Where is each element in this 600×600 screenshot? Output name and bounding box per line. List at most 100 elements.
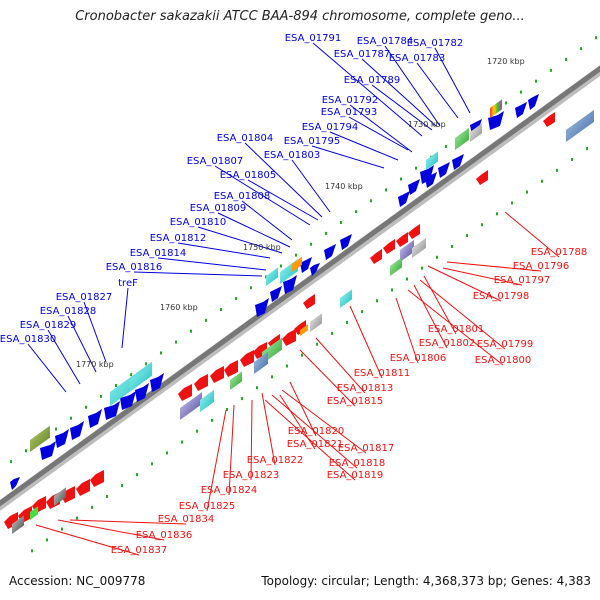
- gene-block[interactable]: [254, 351, 268, 374]
- gene-arrow[interactable]: [370, 249, 382, 264]
- gene-block[interactable]: [400, 239, 414, 262]
- gene-arrow[interactable]: [270, 286, 282, 302]
- gene-block[interactable]: [566, 109, 594, 142]
- gene-label-esa-01816[interactable]: ESA_01816: [106, 262, 163, 273]
- gene-label-esa-01812[interactable]: ESA_01812: [150, 233, 207, 244]
- gene-block[interactable]: [200, 389, 214, 412]
- gene-arrow[interactable]: [324, 244, 336, 260]
- gene-block[interactable]: [412, 237, 426, 258]
- gene-arrow[interactable]: [528, 94, 539, 110]
- gene-arrow[interactable]: [303, 294, 315, 309]
- gene-label-esa-01829[interactable]: ESA_01829: [20, 320, 77, 331]
- gene-block[interactable]: [426, 151, 438, 170]
- gene-arrow[interactable]: [438, 162, 450, 178]
- gene-arrow[interactable]: [194, 374, 208, 391]
- gene-block[interactable]: [310, 313, 322, 332]
- gene-label-esa-01784[interactable]: ESA_01784: [357, 36, 414, 47]
- gene-label-esa-01801[interactable]: ESA_01801: [428, 324, 485, 335]
- gene-label-esa-01799[interactable]: ESA_01799: [477, 339, 534, 350]
- gene-block[interactable]: [12, 515, 24, 534]
- gene-label-esa-01793[interactable]: ESA_01793: [321, 107, 378, 118]
- gene-label-esa-01836[interactable]: ESA_01836: [136, 530, 193, 541]
- gene-label-esa-01824[interactable]: ESA_01824: [201, 485, 258, 496]
- gene-arrow[interactable]: [383, 239, 395, 254]
- gene-label-esa-01810[interactable]: ESA_01810: [170, 217, 227, 228]
- gene-label-esa-01787[interactable]: ESA_01787: [334, 49, 391, 60]
- gene-label-esa-01806[interactable]: ESA_01806: [390, 353, 447, 364]
- gene-arrow[interactable]: [452, 154, 464, 170]
- gene-label-esa-01820[interactable]: ESA_01820: [288, 426, 345, 437]
- gene-label-esa-01827[interactable]: ESA_01827: [56, 292, 113, 303]
- gene-label-esa-01803[interactable]: ESA_01803: [264, 150, 321, 161]
- gene-label-esa-01794[interactable]: ESA_01794: [302, 122, 359, 133]
- gene-arrow[interactable]: [408, 179, 420, 195]
- gene-arrow[interactable]: [300, 257, 312, 273]
- gene-block[interactable]: [455, 127, 469, 150]
- gene-block[interactable]: [30, 506, 38, 520]
- gene-arrow[interactable]: [178, 384, 192, 401]
- gene-label-esa-01813[interactable]: ESA_01813: [337, 383, 394, 394]
- gene-label-esa-01834[interactable]: ESA_01834: [158, 514, 215, 525]
- gene-arrow[interactable]: [55, 429, 69, 448]
- gene-block[interactable]: [230, 371, 242, 390]
- gene-block[interactable]: [292, 256, 302, 272]
- gene-label-esa-01796[interactable]: ESA_01796: [513, 261, 570, 272]
- gene-label-esa-01830[interactable]: ESA_01830: [0, 334, 56, 345]
- gene-label-esa-01788[interactable]: ESA_01788: [531, 247, 588, 258]
- gene-label-esa-01821[interactable]: ESA_01821: [287, 439, 344, 450]
- gene-label-esa-01800[interactable]: ESA_01800: [475, 355, 532, 366]
- gene-arrow[interactable]: [240, 350, 254, 367]
- gene-arrow[interactable]: [420, 165, 434, 184]
- gene-label-esa-01808[interactable]: ESA_01808: [214, 191, 271, 202]
- gene-label-esa-01822[interactable]: ESA_01822: [247, 455, 304, 466]
- gene-label-esa-01789[interactable]: ESA_01789: [344, 75, 401, 86]
- gene-label-esa-01791[interactable]: ESA_01791: [285, 33, 342, 44]
- gene-label-esa-01823[interactable]: ESA_01823: [223, 470, 280, 481]
- gene-arrow[interactable]: [150, 373, 164, 392]
- gene-arrow[interactable]: [120, 391, 136, 410]
- gene-label-esa-01814[interactable]: ESA_01814: [130, 248, 187, 259]
- gene-label-esa-01792[interactable]: ESA_01792: [322, 95, 379, 106]
- gene-arrow[interactable]: [340, 234, 352, 250]
- gene-arrow[interactable]: [398, 191, 410, 207]
- gene-block[interactable]: [490, 99, 502, 118]
- gene-arrow[interactable]: [135, 383, 149, 402]
- gene-block[interactable]: [390, 257, 402, 276]
- gene-arrow[interactable]: [76, 479, 90, 496]
- gene-block[interactable]: [266, 267, 278, 286]
- gene-label-esa-01811[interactable]: ESA_01811: [354, 368, 411, 379]
- gene-arrow[interactable]: [408, 224, 420, 239]
- gene-arrow[interactable]: [40, 441, 56, 460]
- gene-arrow[interactable]: [425, 172, 437, 188]
- gene-label-esa-01837[interactable]: ESA_01837: [111, 545, 168, 556]
- gene-label-esa-01798[interactable]: ESA_01798: [473, 291, 530, 302]
- gene-arrow[interactable]: [70, 421, 84, 440]
- gene-arrow[interactable]: [543, 112, 555, 127]
- gene-label-esa-01807[interactable]: ESA_01807: [187, 156, 244, 167]
- gene-arrow[interactable]: [224, 360, 238, 377]
- gene-arrow[interactable]: [90, 470, 104, 487]
- gene-label-esa-01783[interactable]: ESA_01783: [389, 53, 446, 64]
- gene-label-esa-01828[interactable]: ESA_01828: [40, 306, 97, 317]
- gene-block[interactable]: [340, 289, 352, 308]
- gene-arrow[interactable]: [396, 232, 408, 247]
- gene-arrow[interactable]: [515, 102, 527, 118]
- gene-label-esa-01825[interactable]: ESA_01825: [179, 501, 236, 512]
- gene-block[interactable]: [54, 487, 66, 506]
- gene-arrow[interactable]: [282, 329, 296, 346]
- gene-label-esa-01819[interactable]: ESA_01819: [327, 470, 384, 481]
- gene-arrow[interactable]: [210, 366, 224, 383]
- gene-label-esa-01804[interactable]: ESA_01804: [217, 133, 274, 144]
- gene-label-esa-01817[interactable]: ESA_01817: [338, 443, 395, 454]
- gene-label-esa-01815[interactable]: ESA_01815: [327, 396, 384, 407]
- gene-label-tref[interactable]: treF: [118, 278, 138, 289]
- gene-label-esa-01795[interactable]: ESA_01795: [284, 136, 341, 147]
- gene-label-esa-01805[interactable]: ESA_01805: [220, 170, 277, 181]
- gene-arrow[interactable]: [10, 477, 20, 490]
- gene-arrow[interactable]: [255, 298, 269, 317]
- gene-block[interactable]: [180, 392, 202, 420]
- gene-arrow[interactable]: [88, 409, 102, 428]
- gene-label-esa-01818[interactable]: ESA_01818: [329, 458, 386, 469]
- gene-arrow[interactable]: [488, 111, 504, 130]
- gene-block[interactable]: [30, 425, 50, 452]
